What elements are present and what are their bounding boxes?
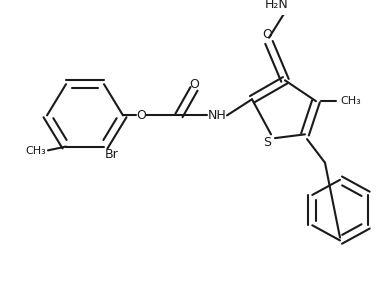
Text: O: O	[136, 109, 146, 122]
Text: O: O	[262, 28, 272, 41]
Text: S: S	[263, 136, 271, 149]
Text: CH₃: CH₃	[26, 146, 47, 156]
Text: O: O	[189, 78, 199, 91]
Text: CH₃: CH₃	[341, 96, 361, 106]
Text: Br: Br	[105, 148, 119, 161]
Text: NH: NH	[208, 109, 226, 122]
Text: H₂N: H₂N	[265, 0, 289, 11]
